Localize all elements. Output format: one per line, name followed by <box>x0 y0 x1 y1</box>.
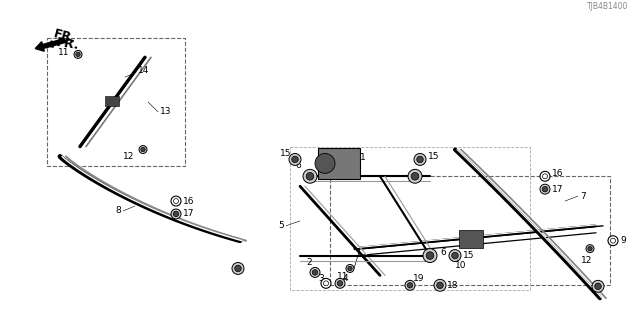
Circle shape <box>303 169 317 183</box>
Circle shape <box>310 268 320 277</box>
Circle shape <box>611 238 616 243</box>
Circle shape <box>408 169 422 183</box>
Circle shape <box>608 236 618 246</box>
Text: FR.: FR. <box>52 27 77 46</box>
Text: 19: 19 <box>413 274 424 283</box>
Circle shape <box>405 280 415 290</box>
Circle shape <box>423 249 437 262</box>
Circle shape <box>348 266 352 271</box>
Text: TJB4B1400: TJB4B1400 <box>587 2 628 11</box>
Text: 7: 7 <box>580 192 586 201</box>
Circle shape <box>335 278 345 288</box>
Circle shape <box>337 281 343 286</box>
Circle shape <box>323 281 328 286</box>
Circle shape <box>595 283 602 290</box>
Text: 4: 4 <box>343 274 349 283</box>
Circle shape <box>346 265 354 272</box>
Circle shape <box>173 211 179 217</box>
Text: 15: 15 <box>428 152 440 161</box>
FancyBboxPatch shape <box>105 96 119 106</box>
Circle shape <box>540 184 550 194</box>
Text: 15: 15 <box>463 251 474 260</box>
Text: 15: 15 <box>280 149 291 158</box>
Circle shape <box>235 265 241 272</box>
Text: 12: 12 <box>581 256 593 265</box>
Circle shape <box>407 283 413 288</box>
Bar <box>330 176 610 285</box>
FancyBboxPatch shape <box>318 148 360 179</box>
Circle shape <box>232 262 244 275</box>
Circle shape <box>321 278 331 288</box>
Circle shape <box>434 279 446 291</box>
Circle shape <box>315 154 335 173</box>
Text: FR.: FR. <box>55 36 80 52</box>
Text: 16: 16 <box>183 196 195 205</box>
Circle shape <box>452 252 458 259</box>
Bar <box>47 37 185 166</box>
Circle shape <box>312 270 317 275</box>
Circle shape <box>306 172 314 180</box>
Text: 3: 3 <box>318 274 324 283</box>
FancyArrow shape <box>35 39 65 51</box>
Text: 10: 10 <box>455 261 467 270</box>
Circle shape <box>449 250 461 261</box>
Circle shape <box>292 156 298 163</box>
Circle shape <box>426 252 434 260</box>
Text: 6: 6 <box>440 248 445 257</box>
Text: 8: 8 <box>115 206 121 215</box>
Circle shape <box>592 280 604 292</box>
Circle shape <box>141 147 145 152</box>
Text: 12: 12 <box>123 152 134 161</box>
Text: 6: 6 <box>295 161 301 170</box>
Circle shape <box>586 245 594 252</box>
Circle shape <box>171 209 181 219</box>
Circle shape <box>76 52 80 57</box>
Text: 17: 17 <box>183 210 195 219</box>
Circle shape <box>173 199 179 204</box>
Circle shape <box>436 282 444 289</box>
Bar <box>290 147 530 290</box>
Text: 11: 11 <box>337 272 349 281</box>
Circle shape <box>543 174 547 179</box>
Circle shape <box>74 51 82 58</box>
Text: 13: 13 <box>160 108 172 116</box>
Text: 11: 11 <box>58 48 70 57</box>
FancyBboxPatch shape <box>459 230 483 248</box>
Text: 2: 2 <box>306 258 312 267</box>
Circle shape <box>139 146 147 154</box>
Circle shape <box>588 246 592 251</box>
Circle shape <box>542 187 548 192</box>
Text: 16: 16 <box>552 169 563 178</box>
Circle shape <box>417 156 423 163</box>
Circle shape <box>289 154 301 165</box>
Circle shape <box>414 154 426 165</box>
Circle shape <box>171 196 181 206</box>
Text: 1: 1 <box>360 153 365 162</box>
Text: 14: 14 <box>138 66 149 75</box>
Text: 5: 5 <box>278 221 284 230</box>
Text: 9: 9 <box>620 236 626 245</box>
Circle shape <box>540 171 550 181</box>
Text: 17: 17 <box>552 185 563 194</box>
FancyArrowPatch shape <box>47 41 65 47</box>
Text: 18: 18 <box>447 281 458 290</box>
Circle shape <box>411 172 419 180</box>
